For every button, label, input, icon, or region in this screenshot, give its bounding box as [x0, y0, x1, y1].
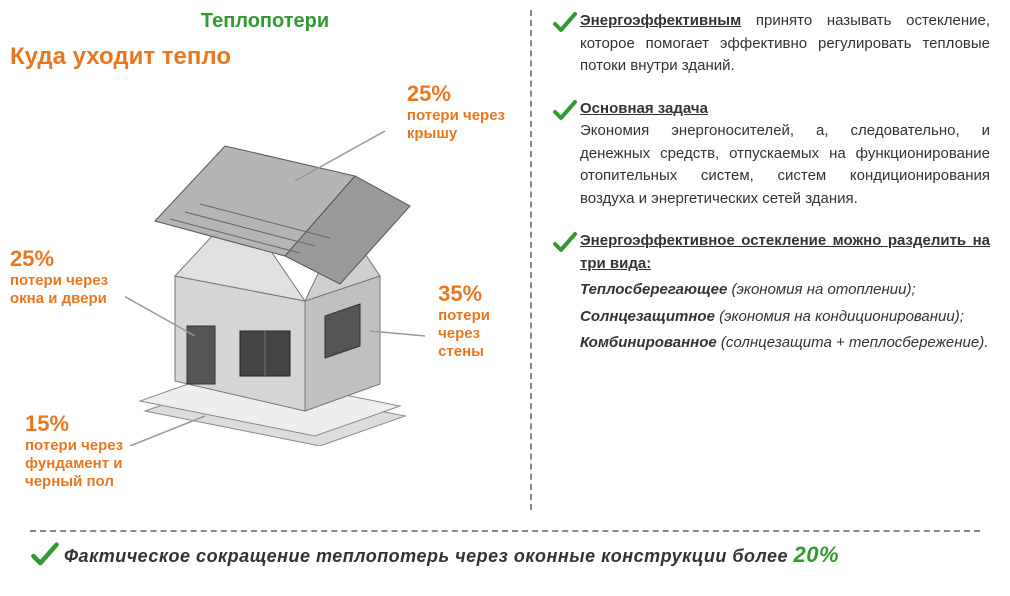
- callout-floor: 15% потери через фундамент и черный пол: [25, 411, 123, 491]
- p1-head: Энергоэффективным: [580, 12, 741, 29]
- callout-window: 25% потери через окна и двери: [10, 246, 108, 308]
- bottom-text-main: Фактическое сокращение теплопотерь через…: [64, 546, 794, 566]
- check-icon: [552, 230, 580, 256]
- roof-pct: 25%: [407, 81, 505, 107]
- p3-item-1: Солнцезащитное (экономия на кондициониро…: [580, 306, 990, 329]
- point-1-text: Энергоэффективным принято называть остек…: [580, 10, 990, 78]
- check-icon: [552, 10, 580, 36]
- title-where-heat-goes: Куда уходит тепло: [10, 43, 520, 71]
- house-icon: [125, 126, 425, 446]
- wall-label: потери через стены: [438, 307, 490, 361]
- p3-item-0: Теплосберегающее (экономия на отоплении)…: [580, 279, 990, 302]
- floor-label: потери через фундамент и черный пол: [25, 437, 123, 491]
- callout-roof: 25% потери через крышу: [407, 81, 505, 143]
- window-label: потери через окна и двери: [10, 272, 108, 308]
- p3-item-2: Комбинированное (солнцезащита + теплосбе…: [580, 332, 990, 355]
- point-1: Энергоэффективным принято называть остек…: [552, 10, 990, 78]
- roof-label: потери через крышу: [407, 107, 505, 143]
- p2-body: Экономия энергоносителей, а, следователь…: [580, 120, 990, 210]
- left-column: Теплопотери Куда уходит тепло: [0, 0, 530, 520]
- floor-pct: 15%: [25, 411, 123, 437]
- check-icon: [552, 98, 580, 124]
- p2-head: Основная задача: [580, 98, 990, 121]
- title-heatloss: Теплопотери: [10, 10, 520, 33]
- right-column: Энергоэффективным принято называть остек…: [532, 0, 1010, 520]
- point-2-text: Основная задача Экономия энергоносителей…: [580, 98, 990, 211]
- p3-head: Энергоэффективное остекление можно разде…: [580, 230, 990, 275]
- bottom-pct: 20%: [794, 542, 840, 567]
- house-diagram: 25% потери через крышу 25% потери через …: [10, 81, 520, 501]
- bottom-text: Фактическое сокращение теплопотерь через…: [64, 542, 839, 568]
- point-2: Основная задача Экономия энергоносителей…: [552, 98, 990, 211]
- window-pct: 25%: [10, 246, 108, 272]
- wall-pct: 35%: [438, 281, 490, 307]
- point-3: Энергоэффективное остекление можно разде…: [552, 230, 990, 355]
- horizontal-divider: [30, 530, 980, 532]
- bottom-row: Фактическое сокращение теплопотерь через…: [0, 540, 1010, 570]
- point-3-text: Энергоэффективное остекление можно разде…: [580, 230, 990, 355]
- callout-wall: 35% потери через стены: [438, 281, 490, 361]
- check-icon: [30, 540, 58, 570]
- main-row: Теплопотери Куда уходит тепло: [0, 0, 1010, 520]
